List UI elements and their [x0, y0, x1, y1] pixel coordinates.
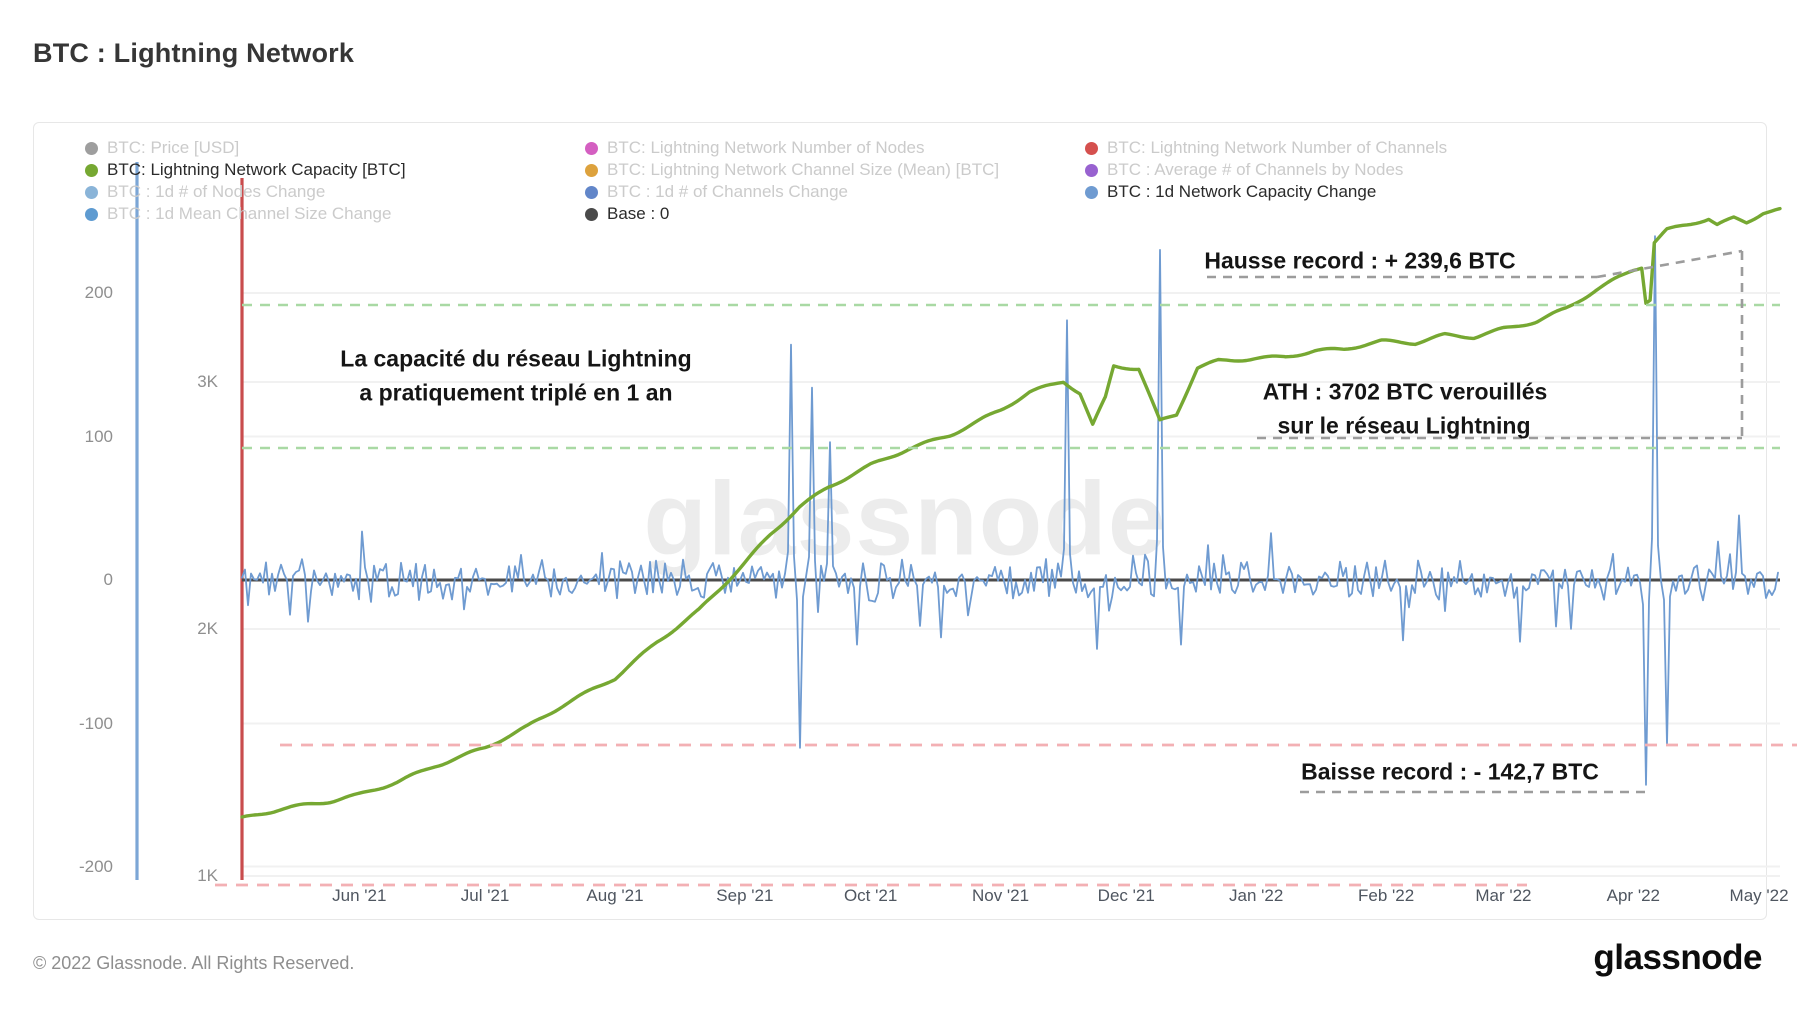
legend-item[interactable]: BTC: Lightning Network Number of Nodes	[585, 137, 999, 159]
y-axis-label-change: 100	[84, 426, 113, 446]
legend-dot-icon	[585, 141, 598, 155]
glassnode-logo: glassnode	[1593, 938, 1762, 977]
legend-dot-icon	[585, 185, 598, 199]
x-axis-label: May '22	[1729, 886, 1789, 905]
y-axis-label-change: 200	[84, 283, 113, 302]
page-title: BTC : Lightning Network	[33, 38, 355, 68]
x-axis-label: Feb '22	[1357, 886, 1415, 905]
annotation-record-drop: Baisse record : - 142,7 BTC	[1301, 758, 1599, 785]
x-axis-label: Mar '22	[1475, 886, 1532, 905]
footer-copyright: © 2022 Glassnode. All Rights Reserved.	[33, 953, 355, 973]
y-axis-label-change: -100	[78, 713, 113, 733]
x-axis-label: Oct '21	[843, 886, 898, 905]
legend-column: BTC: Price [USD] BTC: Lightning Network C…	[85, 137, 406, 225]
legend-item[interactable]: BTC : 1d Network Capacity Change	[1085, 181, 1447, 203]
legend-item[interactable]: BTC : Average # of Channels by Nodes	[1085, 159, 1447, 181]
x-axis-label: Jun '21	[332, 886, 387, 905]
y-axis-label-capacity: 3K	[197, 372, 218, 391]
legend-item[interactable]: BTC : 1d # of Nodes Change	[85, 181, 406, 203]
annotation-ath-line2: sur le réseau Lightning	[1277, 412, 1531, 439]
y-axis-label-change: 0	[103, 570, 113, 589]
legend-item[interactable]: BTC: Lightning Network Capacity [BTC]	[85, 159, 406, 181]
y-axis-label-capacity: 1K	[197, 866, 218, 885]
x-axis-label: Nov '21	[971, 886, 1030, 905]
annotation-record-rise: Hausse record : + 239,6 BTC	[1204, 247, 1516, 274]
legend-item[interactable]: Base : 0	[585, 203, 999, 225]
legend-item-label: BTC: Lightning Network Number of Nodes	[607, 138, 925, 157]
annotation-capacity-note-line1: La capacité du réseau Lightning	[340, 345, 692, 372]
legend-item-label: BTC : Average # of Channels by Nodes	[1107, 160, 1404, 179]
y-axis-label-change: -200	[78, 857, 113, 876]
x-axis-label: Aug '21	[586, 886, 644, 905]
legend-dot-icon	[585, 163, 598, 177]
x-axis-label: Apr '22	[1606, 886, 1660, 905]
legend-column: BTC: Lightning Network Number of Channel…	[1085, 137, 1447, 203]
legend-item-label: BTC: Lightning Network Number of Channel…	[1107, 138, 1448, 157]
y-axis-label-capacity: 2K	[197, 619, 218, 638]
legend-item-label: BTC: Price [USD]	[107, 138, 240, 157]
x-axis-label: Sep '21	[716, 886, 774, 905]
legend-dot-icon	[85, 185, 98, 199]
annotation-ath-line1: ATH : 3702 BTC verouillés	[1262, 378, 1548, 405]
legend-dot-icon	[585, 207, 598, 221]
legend-item-label: BTC : 1d Mean Channel Size Change	[107, 204, 392, 223]
legend-item[interactable]: BTC: Price [USD]	[85, 137, 406, 159]
legend-dot-icon	[1085, 185, 1098, 199]
legend-item-label: BTC: Lightning Network Channel Size (Mea…	[607, 160, 1000, 179]
legend-dot-icon	[85, 163, 98, 177]
legend-item-label: BTC: Lightning Network Capacity [BTC]	[107, 160, 406, 179]
legend-dot-icon	[1085, 141, 1098, 155]
legend-item-label: BTC : 1d # of Nodes Change	[107, 182, 326, 201]
legend-column: BTC: Lightning Network Number of Nodes BT…	[585, 137, 999, 225]
legend-dot-icon	[85, 207, 98, 221]
annotation-capacity-note-line2: a pratiquement triplé en 1 an	[359, 379, 673, 406]
glassnode-watermark: glassnode	[643, 461, 1167, 578]
legend-item-label: Base : 0	[607, 204, 670, 223]
legend-item[interactable]: BTC : 1d Mean Channel Size Change	[85, 203, 406, 225]
legend-item[interactable]: BTC: Lightning Network Channel Size (Mea…	[585, 159, 999, 181]
legend-dot-icon	[1085, 163, 1098, 177]
legend-dot-icon	[85, 141, 98, 155]
x-axis-label: Jul '21	[460, 886, 510, 905]
x-axis-label: Dec '21	[1097, 886, 1155, 905]
legend-item-label: BTC : 1d # of Channels Change	[607, 182, 848, 201]
legend-item[interactable]: BTC : 1d # of Channels Change	[585, 181, 999, 203]
legend-item-label: BTC : 1d Network Capacity Change	[1107, 182, 1377, 201]
legend-item[interactable]: BTC: Lightning Network Number of Channel…	[1085, 137, 1447, 159]
x-axis-label: Jan '22	[1229, 886, 1284, 905]
